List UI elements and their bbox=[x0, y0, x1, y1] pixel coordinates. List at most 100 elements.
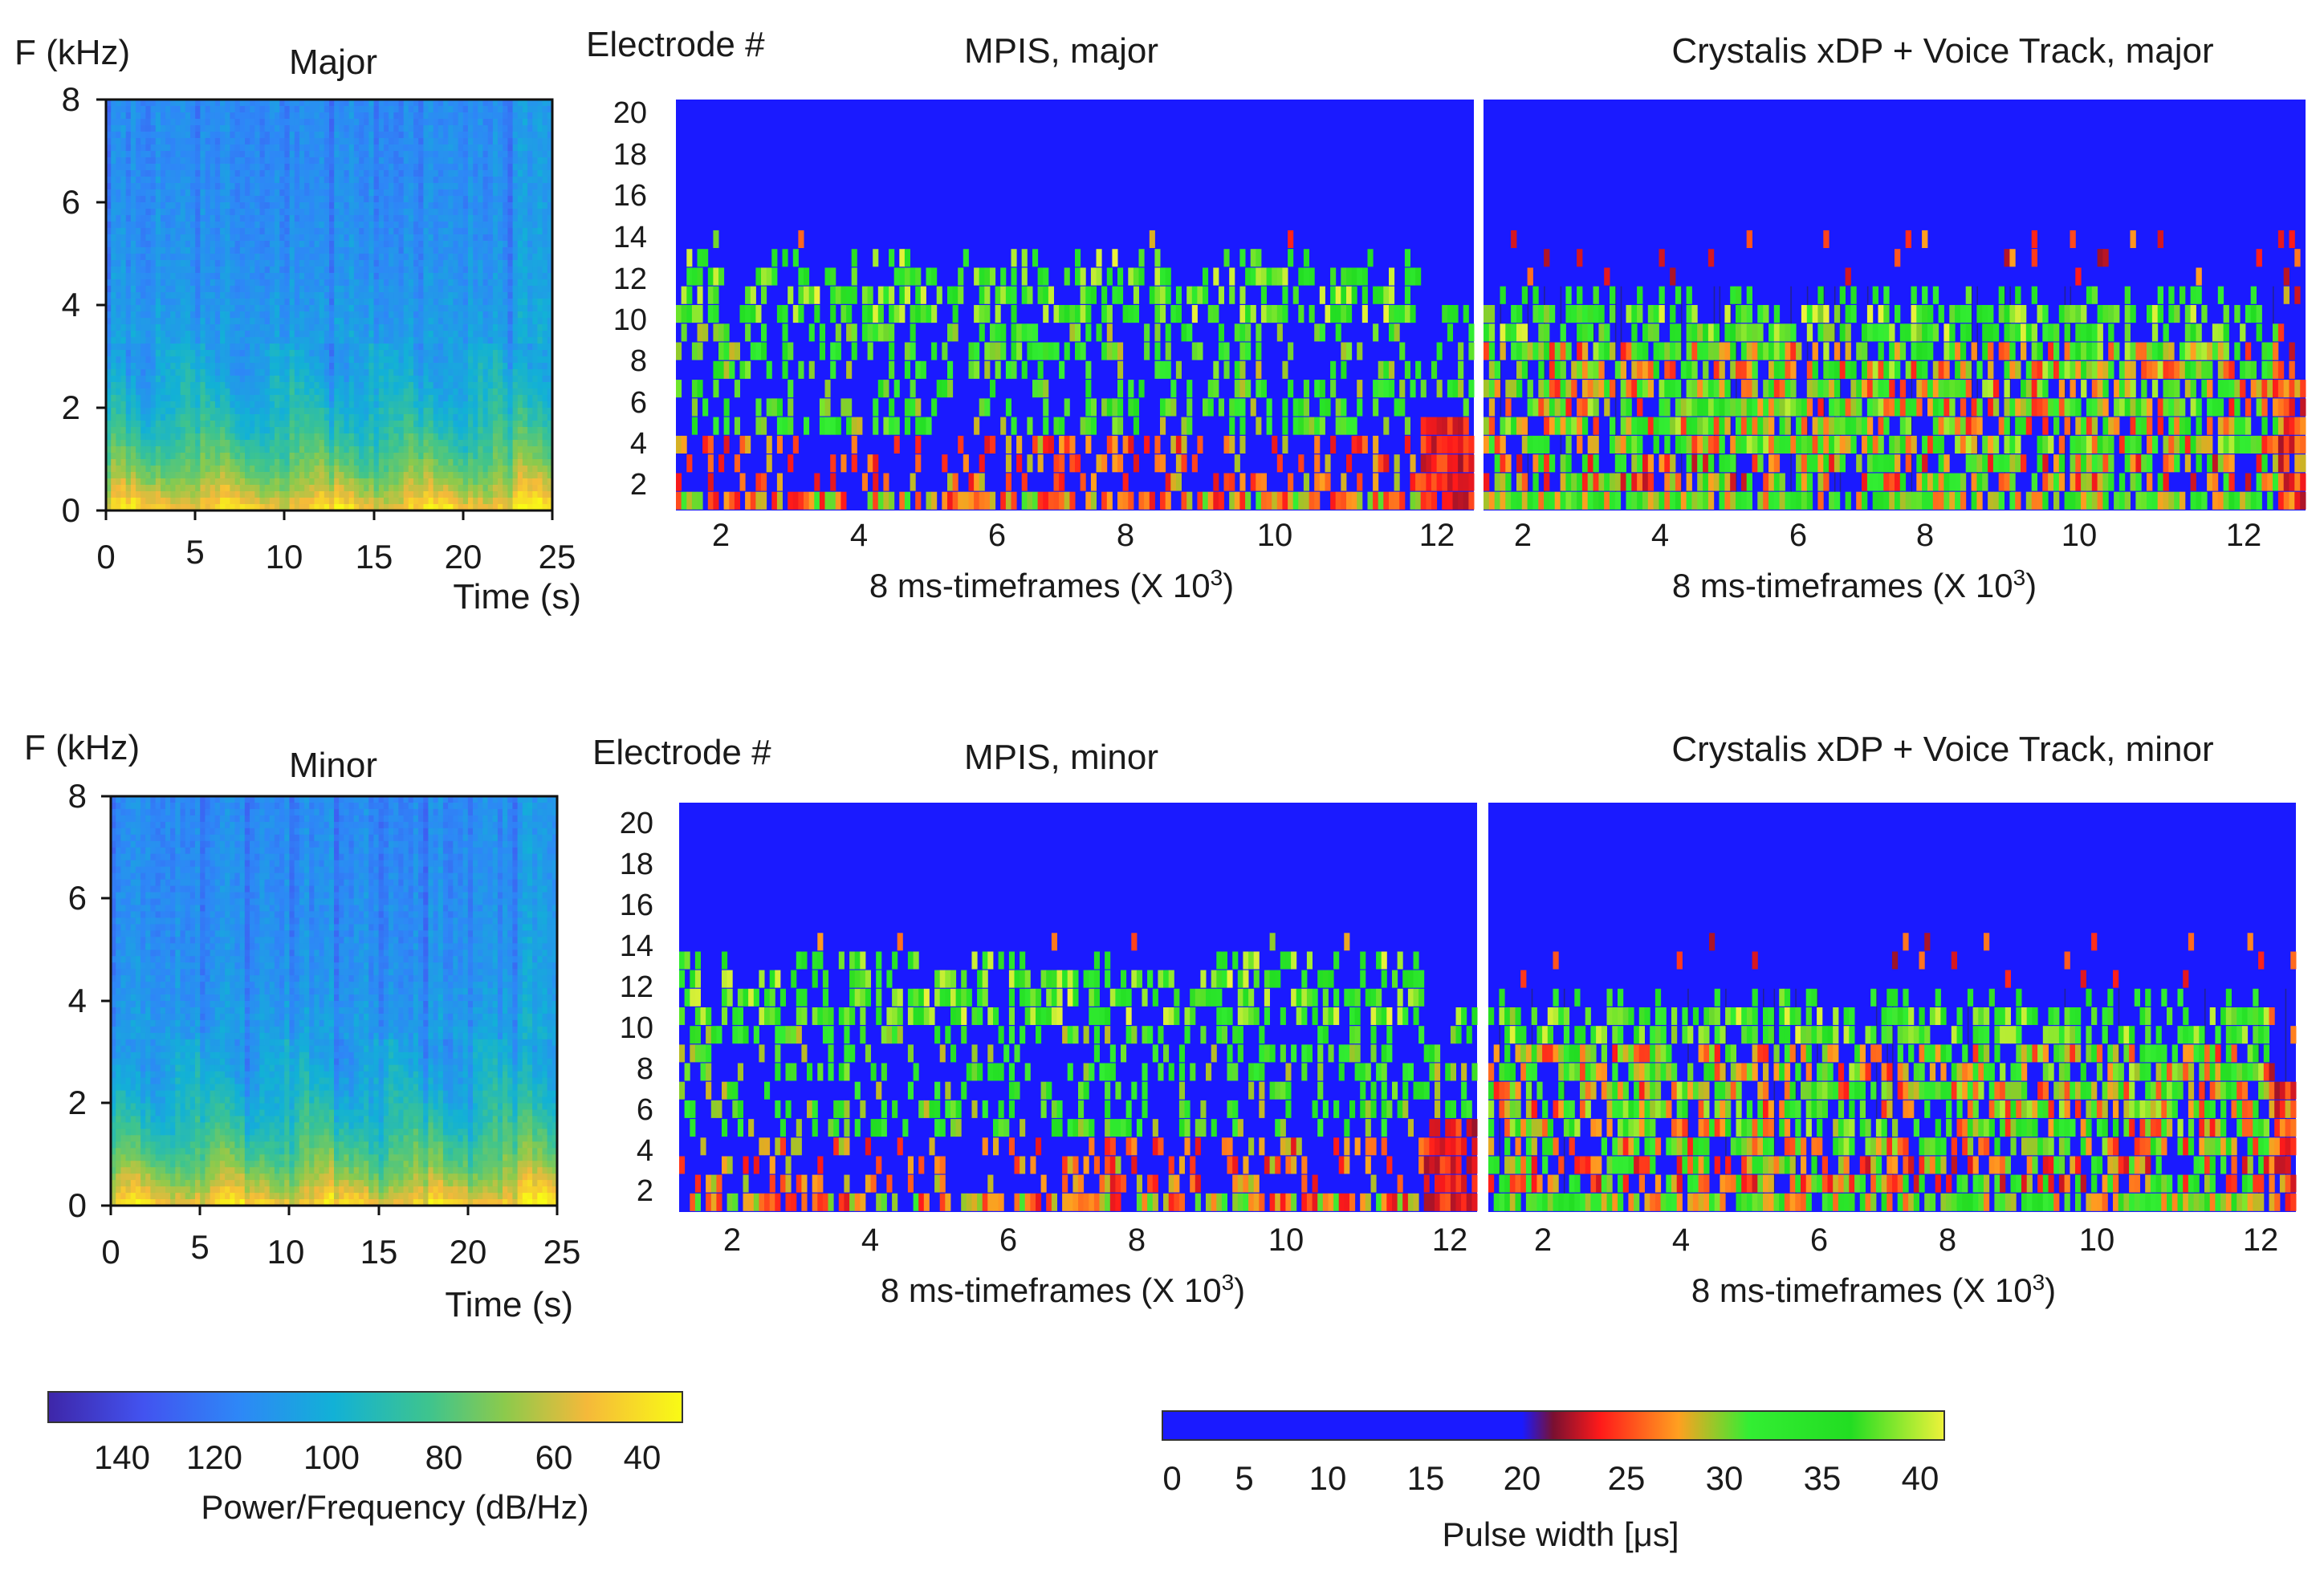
spectrogram-cell bbox=[116, 337, 122, 344]
spectrogram-cell bbox=[111, 196, 116, 203]
spectrogram-cell bbox=[269, 189, 275, 197]
spectrogram-cell bbox=[448, 151, 454, 158]
spectrogram-cell bbox=[175, 157, 181, 165]
spectrogram-cell bbox=[423, 209, 429, 216]
spectrogram-cell bbox=[329, 363, 335, 370]
spectrogram-cell bbox=[239, 215, 246, 222]
spectrogram-cell bbox=[130, 164, 136, 171]
spectrogram-cell bbox=[373, 350, 380, 357]
spectrogram-cell bbox=[205, 189, 211, 197]
spectrogram-cell bbox=[473, 331, 478, 338]
spectrogram-cell bbox=[413, 106, 419, 113]
spectrogram-cell bbox=[314, 433, 320, 441]
spectrogram-cell bbox=[527, 376, 533, 383]
spectrogram-cell bbox=[503, 350, 508, 357]
spectrogram-cell bbox=[393, 331, 400, 338]
spectrogram-cell bbox=[190, 254, 196, 261]
spectrogram-cell bbox=[517, 273, 523, 280]
spectrogram-cell bbox=[230, 125, 236, 132]
spectrogram-cell bbox=[384, 401, 389, 409]
spectrogram-cell bbox=[384, 151, 389, 158]
spectrogram-cell bbox=[339, 427, 345, 434]
spectrogram-cell bbox=[532, 440, 539, 447]
spectrogram-cell bbox=[309, 196, 315, 203]
spectrogram-cell bbox=[214, 286, 221, 293]
spectrogram-cell bbox=[413, 299, 419, 306]
spectrogram-cell bbox=[478, 408, 484, 415]
spectrogram-cell bbox=[503, 196, 508, 203]
spectrogram-cell bbox=[393, 305, 400, 312]
spectrogram-cell bbox=[334, 356, 340, 364]
spectrogram-cell bbox=[190, 356, 196, 364]
spectrogram-cell bbox=[269, 344, 275, 351]
spectrogram-cell bbox=[368, 427, 375, 434]
spectrogram-cell bbox=[145, 215, 152, 222]
spectrogram-cell bbox=[165, 376, 171, 383]
spectrogram-cell bbox=[165, 215, 171, 222]
spectrogram-cell bbox=[230, 433, 236, 441]
spectrogram-cell bbox=[423, 292, 429, 299]
spectrogram-cell bbox=[125, 196, 132, 203]
spectrogram-cell bbox=[448, 356, 454, 364]
spectrogram-cell bbox=[487, 446, 494, 454]
spectrogram-cell bbox=[527, 427, 533, 434]
spectrogram-cell bbox=[214, 222, 221, 229]
spectrogram-cell bbox=[398, 215, 405, 222]
spectrogram-cell bbox=[294, 260, 300, 267]
spectrogram-cell bbox=[245, 350, 250, 357]
spectrogram-cell bbox=[239, 286, 246, 293]
spectrogram-cell bbox=[482, 286, 489, 293]
spectrogram-cell bbox=[309, 344, 315, 351]
spectrogram-cell bbox=[364, 183, 369, 190]
spectrogram-cell bbox=[344, 311, 350, 319]
spectrogram-cell bbox=[329, 241, 335, 248]
spectrogram-cell bbox=[200, 279, 206, 287]
spectrogram-cell bbox=[348, 279, 355, 287]
spectrogram-cell bbox=[289, 388, 295, 396]
spectrogram-cell bbox=[378, 292, 385, 299]
spectrogram-cell bbox=[245, 157, 250, 165]
spectrogram-cell bbox=[487, 189, 494, 197]
spectrogram-cell bbox=[537, 324, 543, 331]
spectrogram-cell bbox=[170, 356, 177, 364]
spectrogram-cell bbox=[373, 196, 380, 203]
spectrogram-cell bbox=[547, 337, 553, 344]
spectrogram-cell bbox=[364, 401, 369, 409]
spectrogram-cell bbox=[334, 157, 340, 165]
spectrogram-cell bbox=[304, 395, 310, 402]
spectrogram-cell bbox=[353, 395, 360, 402]
spectrogram-cell bbox=[443, 119, 449, 126]
spectrogram-cell bbox=[334, 241, 340, 248]
spectrogram-cell bbox=[279, 408, 285, 415]
spectrogram-cell bbox=[458, 106, 464, 113]
spectrogram-cell bbox=[245, 363, 250, 370]
spectrogram-cell bbox=[284, 395, 291, 402]
spectrogram-cell bbox=[368, 170, 375, 177]
spectrogram-cell bbox=[373, 151, 380, 158]
spectrogram-cell bbox=[353, 132, 360, 139]
spectrogram-cell bbox=[503, 119, 508, 126]
spectrogram-cell bbox=[284, 266, 291, 274]
spectrogram-cell bbox=[269, 408, 275, 415]
spectrogram-cell bbox=[254, 247, 261, 254]
spectrogram-cell bbox=[344, 331, 350, 338]
spectrogram-cell bbox=[438, 106, 444, 113]
spectrogram-cell bbox=[250, 414, 255, 421]
spectrogram-cell bbox=[136, 260, 141, 267]
spectrogram-cell bbox=[384, 177, 389, 184]
spectrogram-cell bbox=[462, 189, 469, 197]
spectrogram-cell bbox=[230, 164, 236, 171]
spectrogram-cell bbox=[309, 228, 315, 235]
spectrogram-cell bbox=[269, 183, 275, 190]
spectrogram-cell bbox=[180, 388, 186, 396]
spectrogram-cell bbox=[334, 401, 340, 409]
spectrogram-cell bbox=[165, 318, 171, 325]
spectrogram-cell bbox=[348, 183, 355, 190]
spectrogram-cell bbox=[304, 260, 310, 267]
spectrogram-cell bbox=[512, 318, 519, 325]
spectrogram-cell bbox=[210, 286, 216, 293]
spectrogram-cell bbox=[190, 183, 196, 190]
spectrogram-cell bbox=[438, 433, 444, 441]
spectrogram-cell bbox=[364, 414, 369, 421]
spectrogram-cell bbox=[214, 215, 221, 222]
